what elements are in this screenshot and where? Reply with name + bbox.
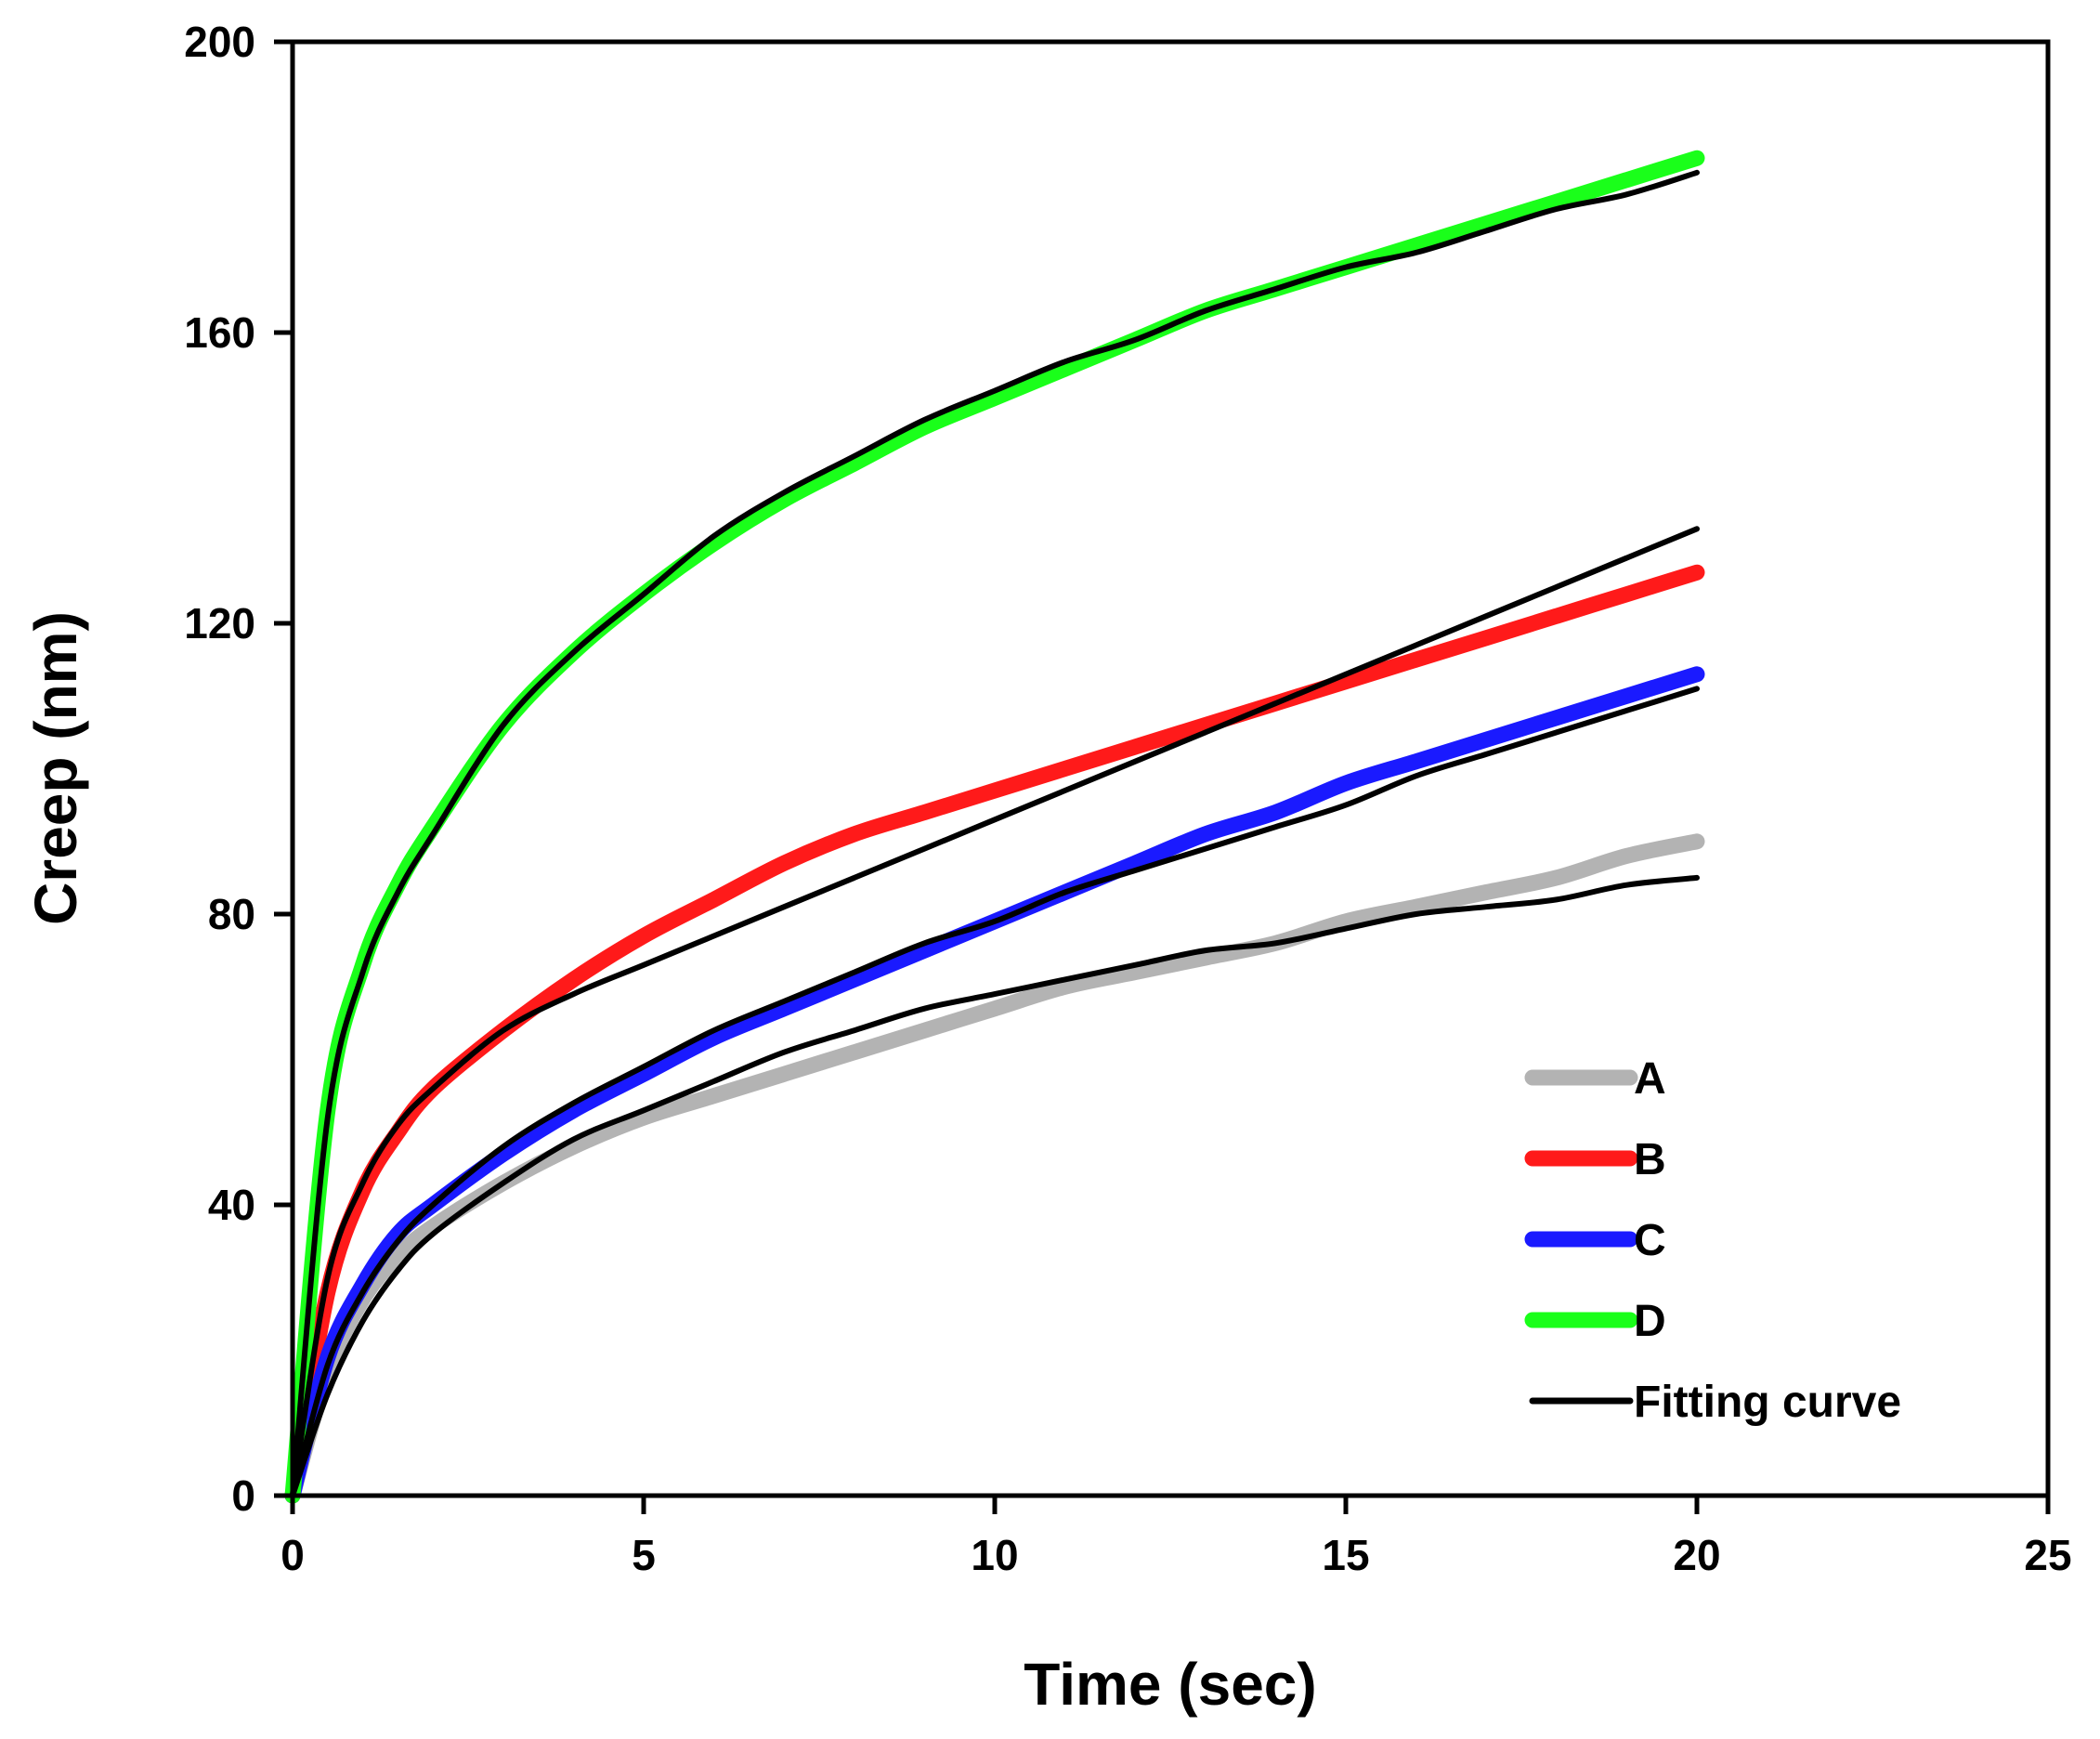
legend-label-c: C <box>1634 1216 1666 1265</box>
legend-label-fitting-curve: Fitting curve <box>1634 1378 1901 1427</box>
series-c-line <box>284 666 1705 1504</box>
fitting-curve-3 <box>290 686 1700 1498</box>
plot-frame <box>290 39 2051 1498</box>
fit-layer <box>290 169 1700 1498</box>
x-axis-title: Time (sec) <box>1024 1651 1316 1718</box>
series-layer <box>284 150 1705 1504</box>
y-tick-label: 40 <box>208 1181 255 1229</box>
y-tick-label: 160 <box>184 308 255 357</box>
series-a-line <box>284 833 1705 1504</box>
x-tick-label: 20 <box>1673 1531 1720 1579</box>
series-b-line <box>284 564 1705 1504</box>
y-axis-title: Creep (nm) <box>22 611 89 925</box>
y-tick-label: 200 <box>184 18 255 66</box>
y-tick-label: 0 <box>231 1471 255 1520</box>
y-axis-ticks: 0 40 80 120 160 200 <box>184 18 293 1520</box>
fitting-curve-2 <box>290 526 1700 1498</box>
x-axis-ticks: 0 5 10 15 20 25 <box>280 1496 2072 1579</box>
x-tick-label: 25 <box>2024 1531 2071 1579</box>
x-tick-label: 5 <box>632 1531 656 1579</box>
legend-label-d: D <box>1634 1297 1666 1346</box>
y-tick-label: 120 <box>184 599 255 647</box>
y-tick-label: 80 <box>208 890 255 938</box>
legend-label-a: A <box>1634 1054 1666 1104</box>
series-d-line <box>284 150 1705 1504</box>
x-tick-label: 15 <box>1322 1531 1369 1579</box>
x-tick-label: 0 <box>280 1531 305 1579</box>
x-tick-label: 10 <box>971 1531 1018 1579</box>
fitting-curve-1 <box>290 874 1700 1498</box>
legend-label-b: B <box>1634 1135 1666 1184</box>
fitting-curve-4 <box>290 169 1700 1498</box>
